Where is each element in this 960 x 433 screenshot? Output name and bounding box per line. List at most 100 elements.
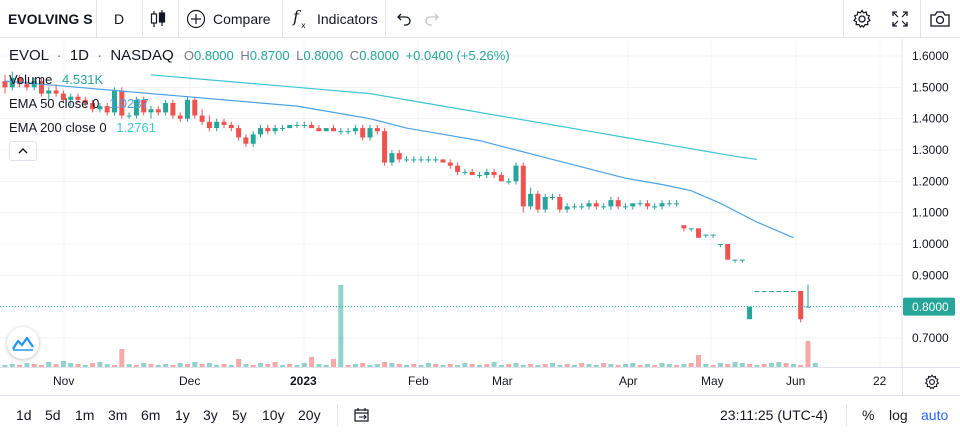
volume-bar	[608, 364, 614, 367]
candle-body	[506, 181, 512, 183]
volume-bar	[520, 365, 526, 367]
candle-body	[469, 171, 475, 176]
legend-dot: ·	[97, 47, 103, 64]
volume-bar	[812, 363, 818, 367]
range-1m-button[interactable]: 1m	[75, 396, 94, 433]
volume-bar	[652, 365, 658, 367]
symbol-legend[interactable]: EVOL · 1D · NASDAQ O0.8000 H0.8700 L0.80…	[9, 47, 510, 64]
volume-bar	[477, 365, 482, 367]
volume-bar	[557, 365, 563, 367]
candle-body	[236, 128, 242, 138]
volume-bar	[659, 363, 665, 367]
candle-body	[17, 77, 23, 85]
candle-body	[593, 203, 599, 207]
range-3y-button[interactable]: 3y	[203, 396, 218, 433]
candle-body	[68, 96, 74, 100]
last-price-tag: 0.8000	[903, 297, 955, 316]
ema50-line	[4, 80, 794, 239]
candle-body	[382, 131, 388, 163]
candle-body	[301, 124, 307, 126]
ema200-value: 1.2761	[116, 120, 156, 135]
candle-body	[696, 228, 701, 238]
range-10y-button[interactable]: 10y	[262, 396, 285, 433]
calendar-goto-icon	[354, 408, 369, 422]
volume-bar	[141, 363, 147, 367]
range-20y-button[interactable]: 20y	[298, 396, 321, 433]
range-6m-button[interactable]: 6m	[141, 396, 160, 433]
snapshot-button[interactable]	[929, 0, 951, 38]
candle-body	[60, 93, 66, 100]
ema200-legend[interactable]: EMA 200 close 0 1.2761	[9, 120, 156, 135]
time-label: Feb	[408, 374, 429, 388]
volume-bar	[236, 359, 242, 367]
range-label: 1m	[75, 407, 95, 423]
range-1d-button[interactable]: 1d	[16, 396, 32, 433]
indicators-button[interactable]: f x Indicators	[292, 0, 378, 38]
fullscreen-button[interactable]	[891, 0, 909, 38]
candle-body	[637, 203, 643, 205]
price-tick-label: 1.3000	[912, 143, 949, 157]
volume-bar	[287, 364, 293, 367]
price-tick-label: 1.4000	[912, 112, 949, 126]
chart-type-button[interactable]	[138, 0, 178, 38]
ema200-line	[150, 74, 757, 160]
candles-icon	[150, 10, 166, 27]
goto-date-button[interactable]	[353, 396, 371, 433]
time-axis[interactable]: Nov Dec 2023 Feb Mar Apr May Jun 22	[0, 367, 902, 395]
range-label: 1d	[16, 407, 32, 423]
tradingview-logo[interactable]	[7, 327, 39, 359]
auto-scale-button[interactable]: auto	[921, 396, 948, 433]
volume-bar	[615, 365, 621, 367]
volume-bar	[579, 363, 585, 367]
undo-button[interactable]	[396, 0, 412, 38]
legend-collapse-button[interactable]	[9, 141, 37, 161]
range-3m-button[interactable]: 3m	[108, 396, 127, 433]
volume-bar	[564, 364, 570, 367]
candle-body	[53, 90, 59, 94]
settings-button[interactable]	[852, 0, 872, 38]
candle-body	[155, 109, 161, 113]
candle-body	[243, 137, 249, 144]
candle-body	[666, 203, 672, 205]
candle-body	[404, 159, 409, 161]
time-axis-settings-button[interactable]	[902, 367, 960, 395]
volume-bar	[783, 363, 789, 367]
candle-body	[535, 193, 541, 210]
range-5y-button[interactable]: 5y	[232, 396, 247, 433]
interval-button[interactable]: D	[96, 0, 142, 38]
symbol-search[interactable]: EVOLVING S	[0, 0, 96, 38]
legend-exchange: NASDAQ	[110, 47, 174, 64]
compare-button[interactable]: Compare	[186, 0, 271, 38]
volume-bar	[2, 365, 8, 367]
volume-bar	[75, 364, 81, 367]
price-tick-label: 1.5000	[912, 80, 949, 94]
candle-body	[418, 159, 424, 161]
volume-bar	[214, 365, 220, 367]
redo-button[interactable]	[424, 0, 440, 38]
range-5d-button[interactable]: 5d	[45, 396, 61, 433]
price-chart[interactable]: 1.6000 1.5000 1.4000 1.3000 1.2000 1.1000 1.00…	[0, 39, 960, 367]
candle-body	[367, 128, 373, 138]
volume-bar	[192, 362, 198, 367]
candle-body	[185, 99, 190, 119]
top-toolbar: EVOLVING S D Compare f x Indicators	[0, 0, 960, 38]
log-scale-button[interactable]: log	[889, 396, 908, 433]
volume-bar	[279, 365, 285, 367]
percent-scale-button[interactable]: %	[862, 396, 874, 433]
volume-bar	[425, 363, 431, 367]
volume-bar	[411, 364, 417, 367]
volume-legend[interactable]: Volume 4.531K	[9, 72, 103, 87]
candlestick-series	[2, 71, 811, 323]
price-tick-label: 0.7000	[912, 331, 949, 345]
ema50-legend[interactable]: EMA 50 close 0 1.0237	[9, 96, 149, 111]
toolbar-divider	[96, 0, 97, 38]
volume-bar	[258, 363, 263, 367]
candle-body	[571, 206, 577, 208]
high-value: 0.8700	[249, 48, 290, 63]
range-label: 3m	[108, 407, 128, 423]
volume-bar	[623, 364, 628, 367]
candle-body	[747, 306, 753, 320]
clock[interactable]: 23:11:25 (UTC-4)	[720, 396, 828, 433]
candle-body	[141, 99, 147, 113]
range-1y-button[interactable]: 1y	[175, 396, 190, 433]
